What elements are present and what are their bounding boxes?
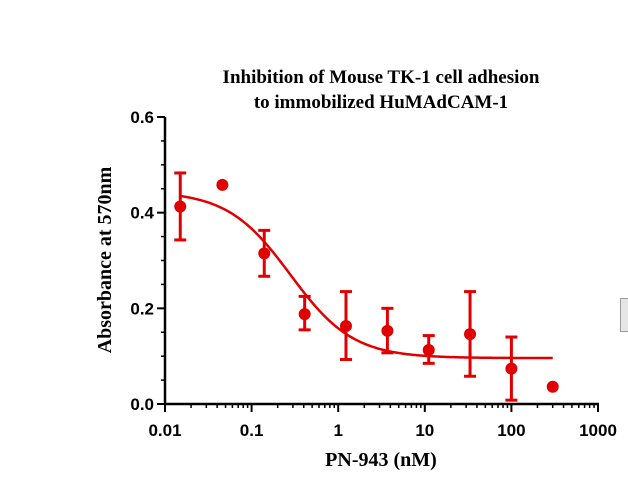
data-point [258,247,271,260]
data-points [174,178,559,393]
data-point [381,324,394,337]
data-point [298,308,311,321]
data-point [422,343,435,356]
data-point [339,320,352,333]
data-point [546,380,559,393]
data-point [216,178,229,191]
x-tick-label: 1000 [579,421,617,440]
x-tick-label: 1 [333,421,342,440]
x-tick-label: 0.01 [148,421,181,440]
x-tick-label: 0.1 [240,421,264,440]
x-tick-label: 100 [497,421,525,440]
scroll-handle[interactable] [620,298,628,332]
fit-curve [180,194,553,360]
fit-curve-layer [180,194,553,360]
data-point [505,362,518,375]
y-axis-label: Absorbance at 570nm [94,166,116,353]
x-axis: 0.01 0.1 1 10 100 1000 [148,402,617,440]
y-tick-label: 0.6 [130,108,154,127]
y-tick-label: 0.2 [130,299,154,318]
error-bars [174,171,518,402]
y-axis: 0.0 0.2 0.4 0.6 [130,108,167,414]
chart-title-line-2: to immobilized HuMAdCAM-1 [254,92,508,113]
y-tick-label: 0.0 [130,395,154,414]
y-tick-label: 0.4 [130,204,154,223]
chart-title-line-1: Inhibition of Mouse TK-1 cell adhesion [223,67,540,88]
data-point [174,200,187,213]
data-point [464,328,477,341]
x-axis-label: PN-943 (nM) [325,449,437,471]
x-tick-label: 10 [415,421,434,440]
